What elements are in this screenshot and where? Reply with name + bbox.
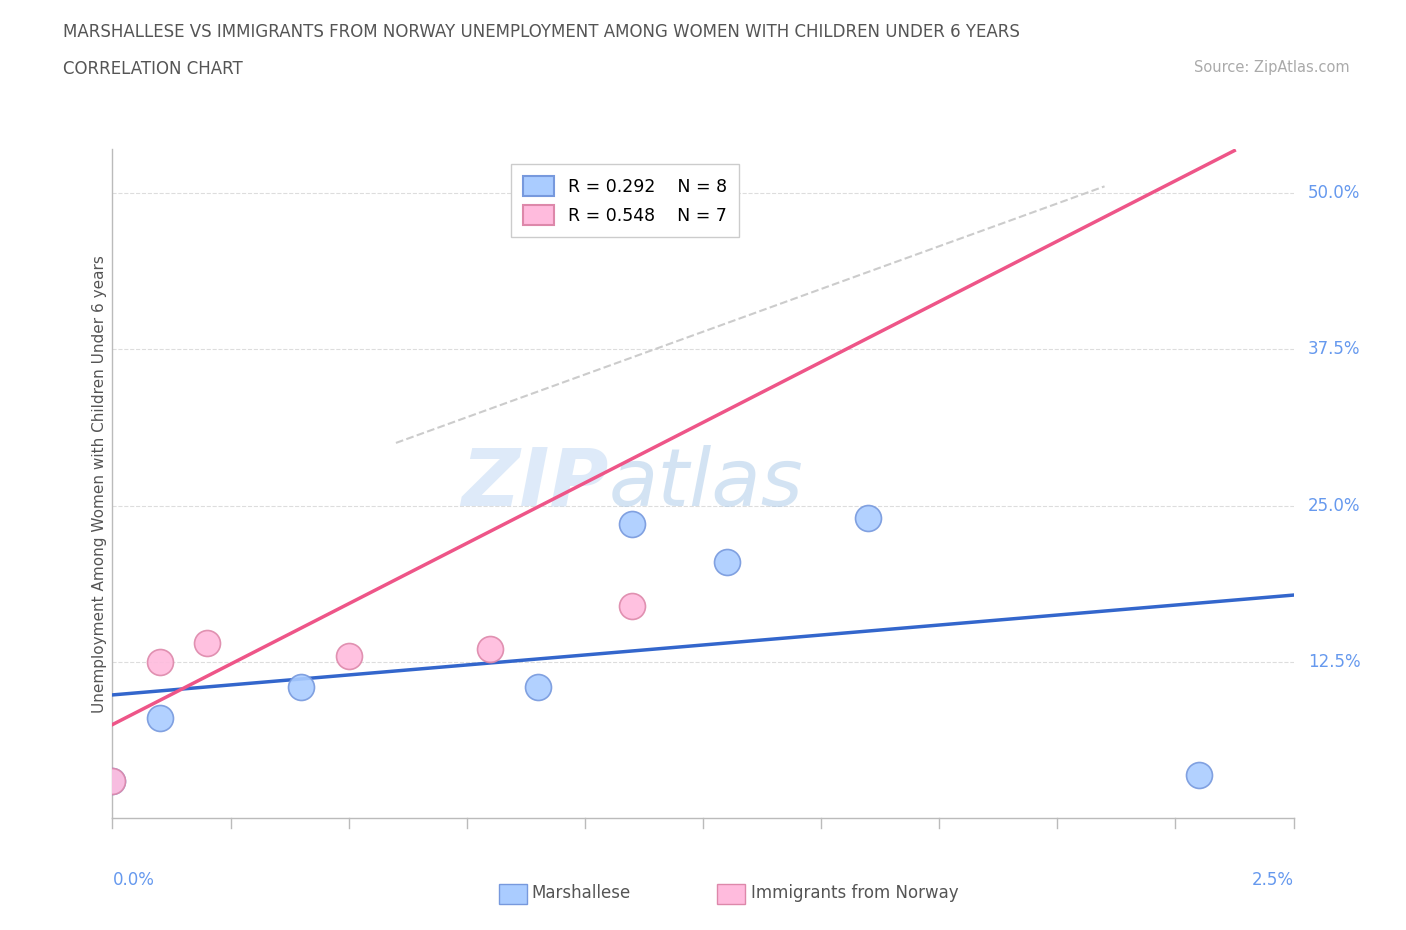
Point <box>479 642 502 657</box>
Point <box>526 680 548 695</box>
Text: Unemployment Among Women with Children Under 6 years: Unemployment Among Women with Children U… <box>91 255 107 712</box>
Text: 0.0%: 0.0% <box>112 871 155 889</box>
Text: MARSHALLESE VS IMMIGRANTS FROM NORWAY UNEMPLOYMENT AMONG WOMEN WITH CHILDREN UND: MARSHALLESE VS IMMIGRANTS FROM NORWAY UN… <box>63 23 1021 41</box>
Legend: R = 0.292    N = 8, R = 0.548    N = 7: R = 0.292 N = 8, R = 0.548 N = 7 <box>510 165 740 237</box>
Point <box>149 711 172 725</box>
Point <box>101 774 124 789</box>
Text: 37.5%: 37.5% <box>1308 340 1360 358</box>
Point <box>195 636 218 651</box>
Text: Immigrants from Norway: Immigrants from Norway <box>751 884 959 902</box>
Text: 50.0%: 50.0% <box>1308 183 1360 202</box>
Point <box>526 198 548 213</box>
Point <box>290 680 312 695</box>
Text: 12.5%: 12.5% <box>1308 653 1361 671</box>
Text: CORRELATION CHART: CORRELATION CHART <box>63 60 243 78</box>
Point <box>1188 767 1211 782</box>
Text: 2.5%: 2.5% <box>1251 871 1294 889</box>
Point <box>621 598 644 613</box>
Point <box>101 774 124 789</box>
Text: Source: ZipAtlas.com: Source: ZipAtlas.com <box>1194 60 1350 75</box>
Point <box>337 648 360 663</box>
Text: ZIP: ZIP <box>461 445 609 523</box>
Text: Marshallese: Marshallese <box>531 884 631 902</box>
Text: atlas: atlas <box>609 445 803 523</box>
Point <box>858 511 880 525</box>
Text: 25.0%: 25.0% <box>1308 497 1360 514</box>
Point <box>716 554 738 569</box>
Point <box>149 655 172 670</box>
Point <box>621 517 644 532</box>
